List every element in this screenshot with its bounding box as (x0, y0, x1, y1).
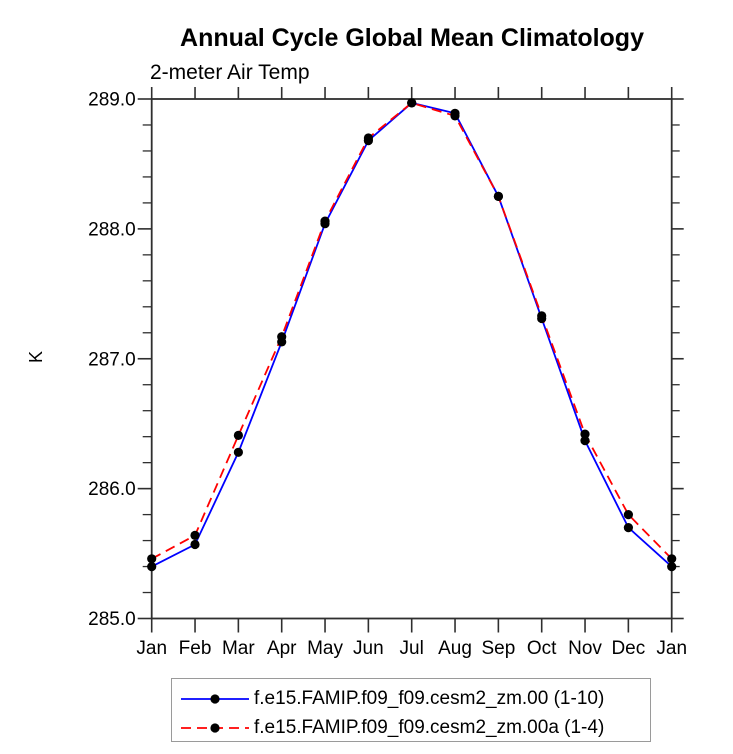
legend: f.e15.FAMIP.f09_f09.cesm2_zm.00 (1-10) f.… (171, 678, 651, 742)
x-axis-tick-label: Jul (400, 638, 424, 659)
y-axis-tick-label: 289.0 (88, 90, 136, 111)
x-axis-tick-label: Apr (267, 638, 297, 659)
y-axis-tick-label: 285.0 (88, 609, 136, 630)
y-axis-tick-label: 288.0 (88, 219, 136, 240)
data-point-marker (537, 311, 547, 321)
chart-title: Annual Cycle Global Mean Climatology (180, 24, 644, 52)
data-point-marker (233, 430, 243, 440)
x-axis-tick-label: Dec (611, 638, 645, 659)
x-axis-tick-label: Jan (136, 638, 167, 659)
legend-entry-label: f.e15.FAMIP.f09_f09.cesm2_zm.00 (1-10) (254, 688, 605, 709)
x-axis-tick-label: Feb (179, 638, 212, 659)
data-point-marker (147, 554, 157, 564)
series-line-0 (151, 101, 673, 568)
x-axis-tick-label: Oct (527, 638, 557, 659)
data-point-marker (147, 562, 157, 572)
y-axis-label: K (26, 351, 46, 363)
series-line-1 (151, 101, 673, 560)
x-axis-tick-label: Aug (438, 638, 472, 659)
x-axis-tick-label: May (307, 638, 343, 659)
y-axis-tick-label: 286.0 (88, 479, 136, 500)
x-axis-tick-label: Jun (353, 638, 384, 659)
legend-line-sample (181, 723, 249, 733)
data-point-marker (580, 429, 590, 439)
chart-subtitle: 2-meter Air Temp (150, 61, 310, 84)
data-point-marker (623, 523, 634, 533)
x-axis-tick-label: Mar (222, 638, 255, 659)
legend-entry: f.e15.FAMIP.f09_f09.cesm2_zm.00 (1-10) (181, 687, 604, 711)
data-point-marker (493, 191, 503, 201)
legend-marker-icon (210, 694, 220, 704)
data-point-marker (667, 554, 677, 564)
x-axis-tick-label: Sep (481, 638, 515, 659)
legend-marker-icon (210, 723, 220, 733)
data-point-marker (623, 509, 634, 520)
data-point-marker (450, 111, 460, 121)
legend-entry-label: f.e15.FAMIP.f09_f09.cesm2_zm.00a (1-4) (254, 717, 605, 738)
data-point-marker (233, 447, 243, 457)
data-point-marker (363, 133, 373, 143)
data-point-marker (190, 539, 200, 550)
data-point-marker (190, 530, 200, 541)
data-point-marker (277, 332, 287, 342)
data-point-marker (320, 216, 330, 226)
data-point-marker (407, 98, 417, 108)
x-axis-tick-label: Nov (568, 638, 602, 659)
data-point-marker (667, 562, 677, 572)
x-axis-tick-label: Jan (656, 638, 687, 659)
data-point-marker (580, 436, 590, 446)
plot-border (150, 98, 673, 620)
legend-line-sample (181, 694, 249, 704)
y-axis-tick-label: 287.0 (88, 349, 136, 370)
legend-entry: f.e15.FAMIP.f09_f09.cesm2_zm.00a (1-4) (181, 716, 604, 740)
